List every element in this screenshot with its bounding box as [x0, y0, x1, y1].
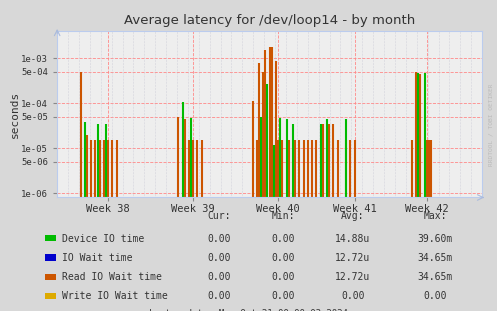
Text: IO Wait time: IO Wait time	[62, 253, 133, 263]
Text: 0.00: 0.00	[271, 291, 295, 301]
Text: 0.00: 0.00	[271, 272, 295, 282]
Text: Write IO Wait time: Write IO Wait time	[62, 291, 168, 301]
Text: RRDTOOL / TOBI OETIKER: RRDTOOL / TOBI OETIKER	[489, 83, 494, 166]
Text: Avg:: Avg:	[341, 211, 365, 221]
Y-axis label: seconds: seconds	[10, 91, 20, 138]
Text: 39.60m: 39.60m	[417, 234, 452, 244]
Text: 12.72u: 12.72u	[335, 272, 370, 282]
Text: Cur:: Cur:	[207, 211, 231, 221]
Text: 0.00: 0.00	[207, 272, 231, 282]
Text: 12.72u: 12.72u	[335, 253, 370, 263]
Text: 34.65m: 34.65m	[417, 253, 452, 263]
Text: Max:: Max:	[423, 211, 447, 221]
Text: Read IO Wait time: Read IO Wait time	[62, 272, 162, 282]
Text: 0.00: 0.00	[271, 253, 295, 263]
Text: 0.00: 0.00	[207, 234, 231, 244]
Text: 0.00: 0.00	[207, 291, 231, 301]
Text: 0.00: 0.00	[423, 291, 447, 301]
Text: 14.88u: 14.88u	[335, 234, 370, 244]
Title: Average latency for /dev/loop14 - by month: Average latency for /dev/loop14 - by mon…	[124, 14, 415, 27]
Text: Last update: Mon Oct 21 00:00:03 2024: Last update: Mon Oct 21 00:00:03 2024	[149, 309, 348, 311]
Text: 0.00: 0.00	[271, 234, 295, 244]
Text: Min:: Min:	[271, 211, 295, 221]
Text: Device IO time: Device IO time	[62, 234, 144, 244]
Text: 0.00: 0.00	[207, 253, 231, 263]
Text: 0.00: 0.00	[341, 291, 365, 301]
Text: 34.65m: 34.65m	[417, 272, 452, 282]
